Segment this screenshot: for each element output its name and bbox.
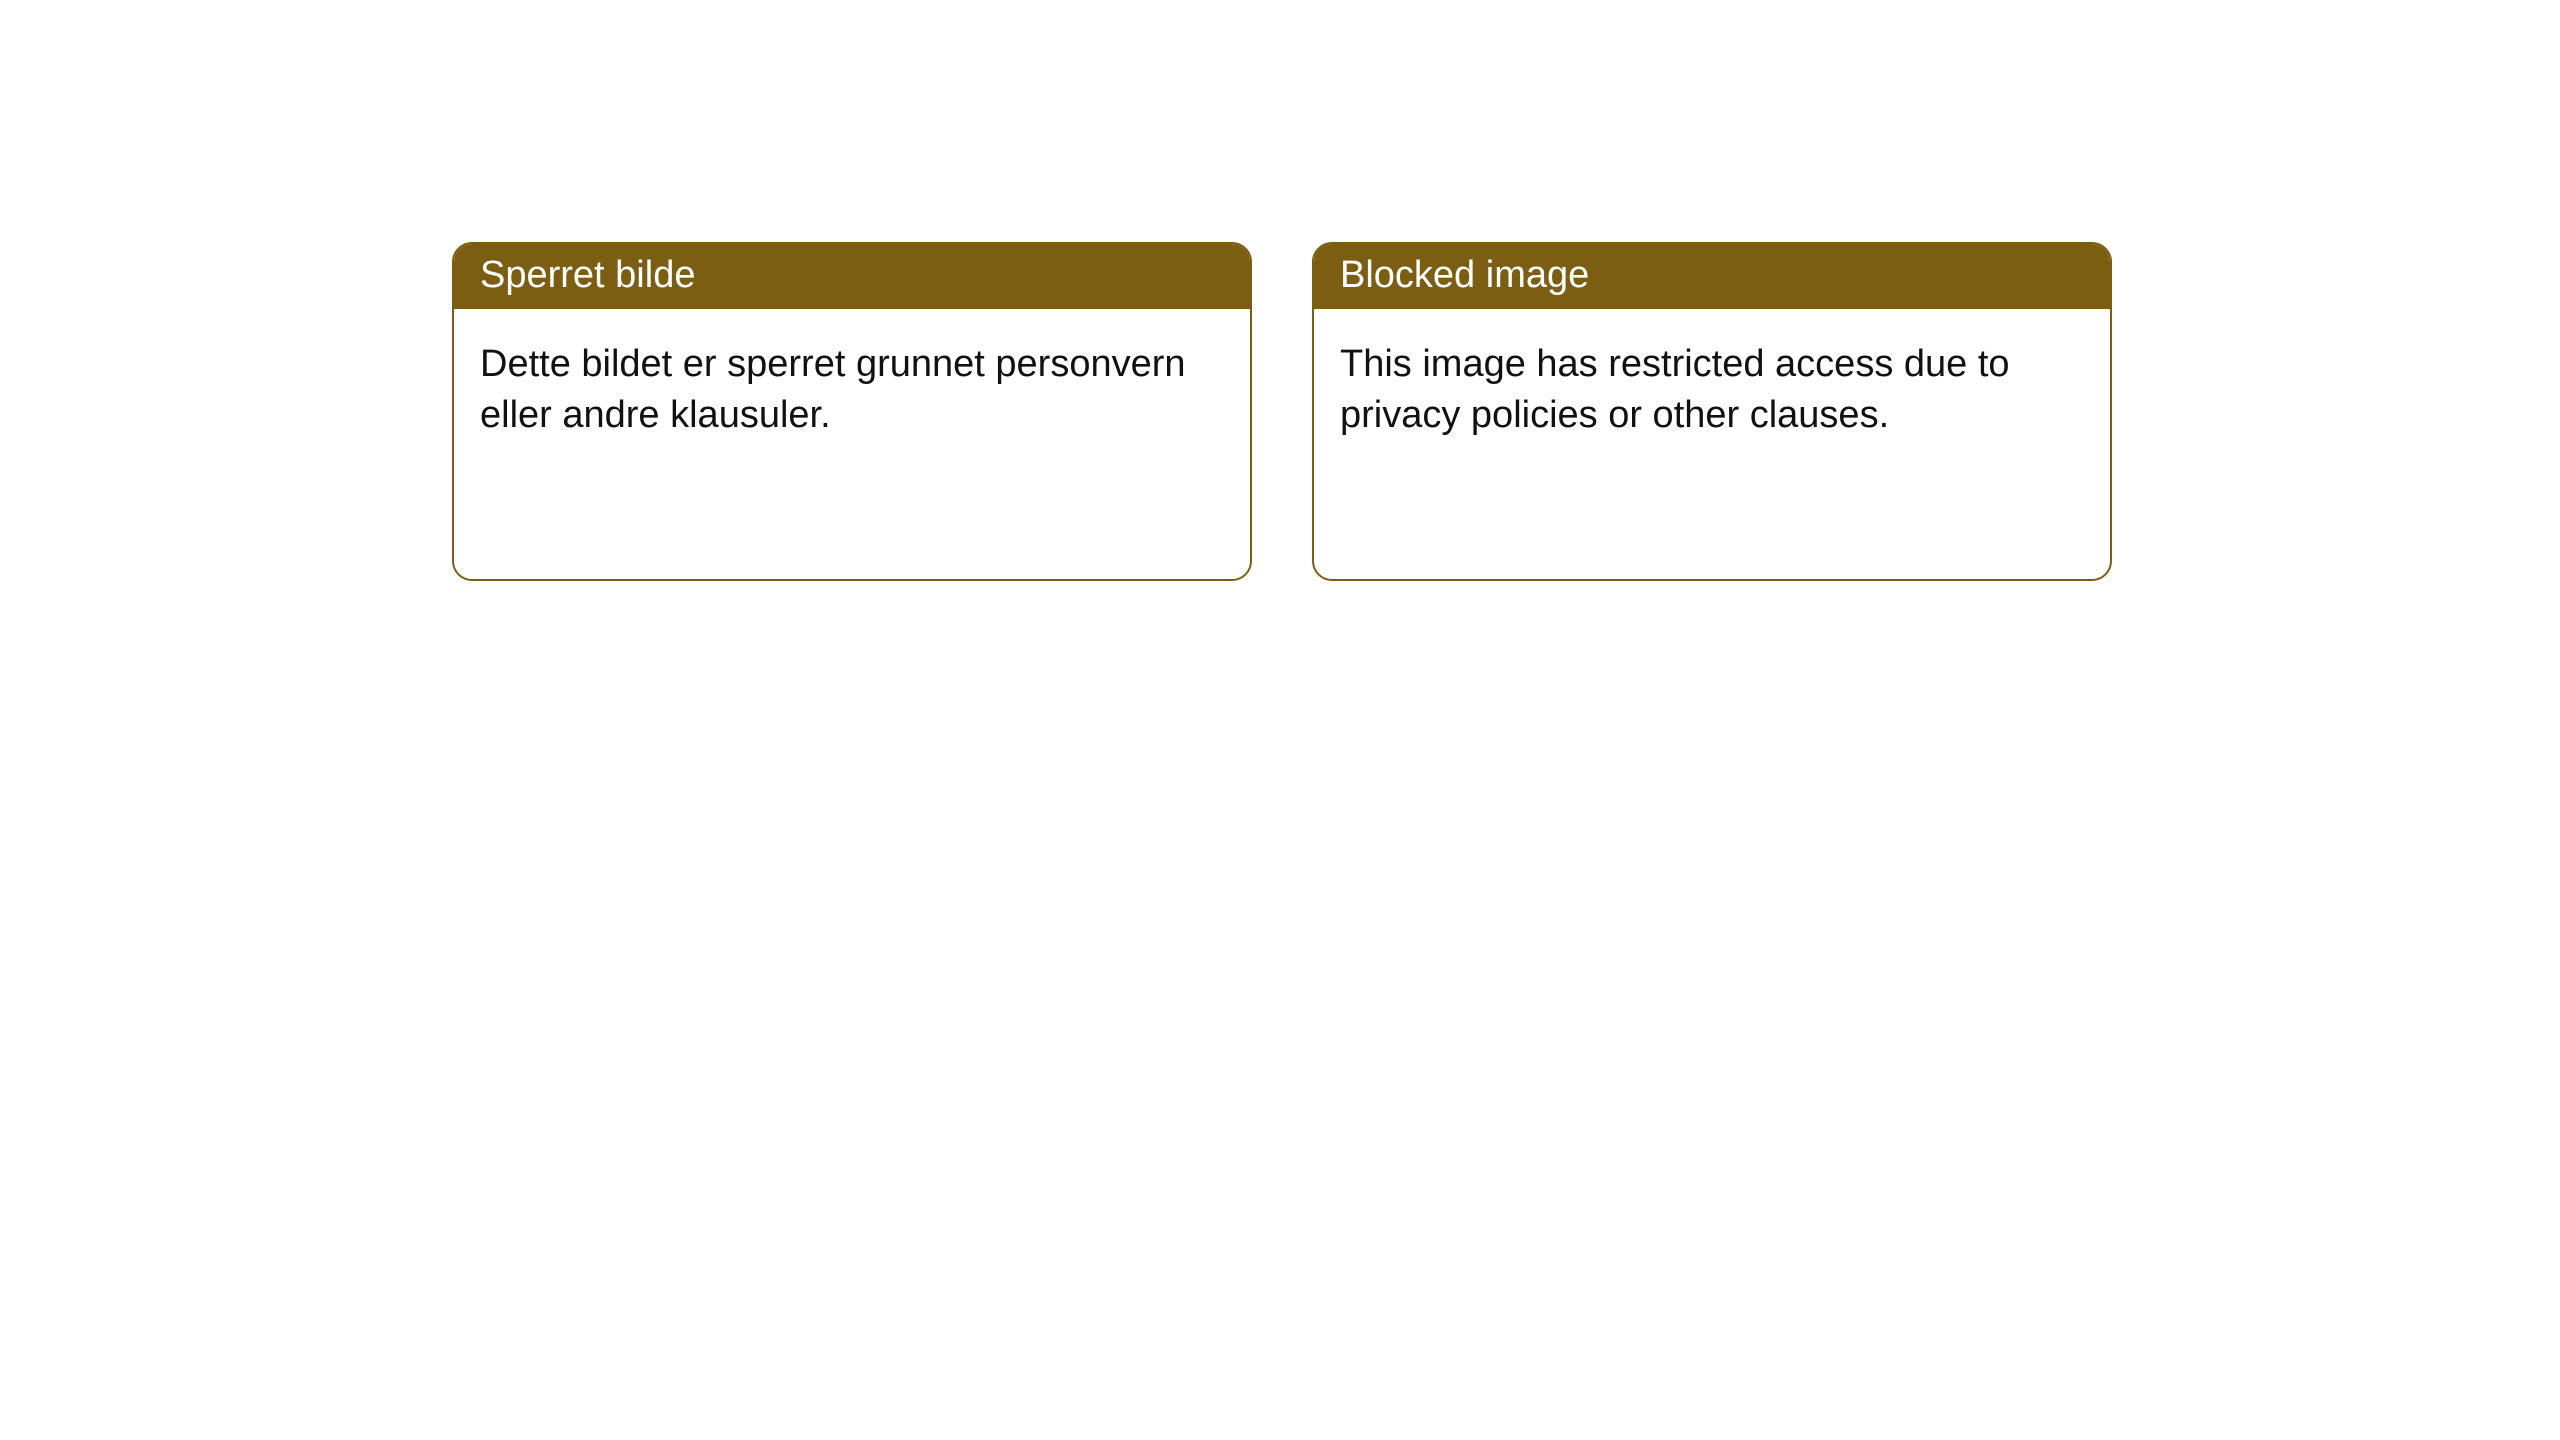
notice-title-norwegian: Sperret bilde xyxy=(454,244,1250,309)
notice-body-norwegian: Dette bildet er sperret grunnet personve… xyxy=(454,309,1250,579)
notice-body-english: This image has restricted access due to … xyxy=(1314,309,2110,579)
notice-card-norwegian: Sperret bilde Dette bildet er sperret gr… xyxy=(452,242,1252,581)
notice-container: Sperret bilde Dette bildet er sperret gr… xyxy=(0,0,2560,581)
notice-card-english: Blocked image This image has restricted … xyxy=(1312,242,2112,581)
notice-title-english: Blocked image xyxy=(1314,244,2110,309)
